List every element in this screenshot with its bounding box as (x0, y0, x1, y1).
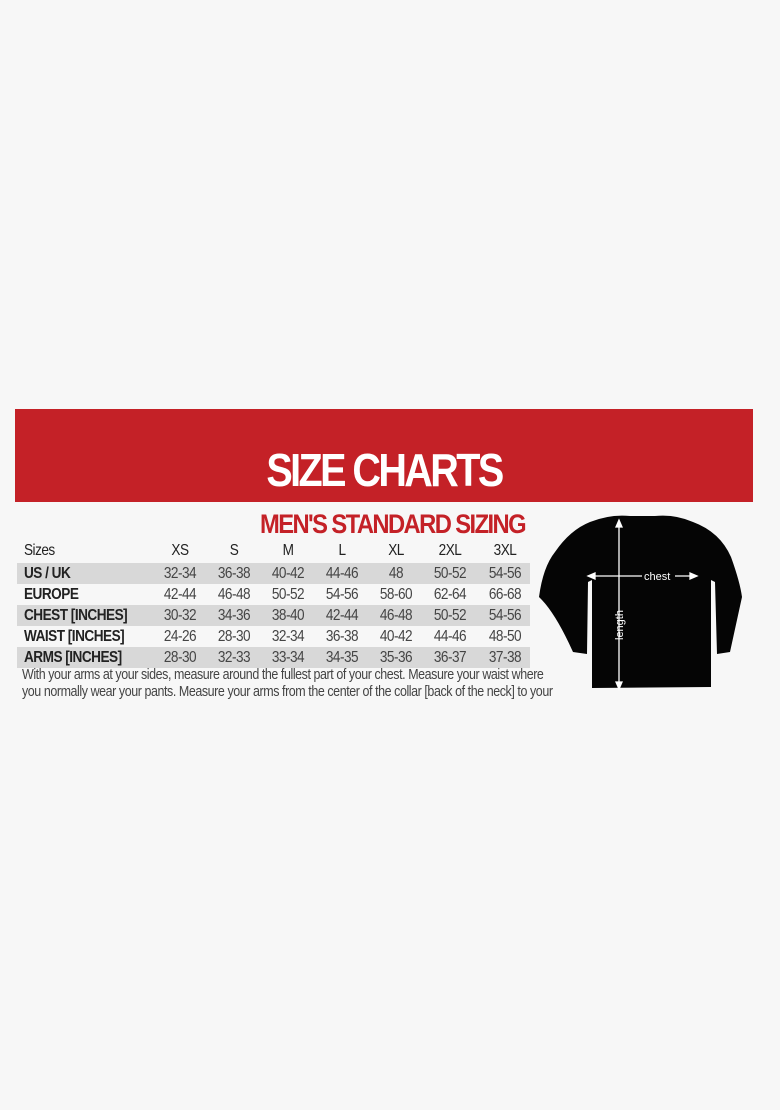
table-cell: 44-46 (433, 628, 467, 645)
table-row: US / UK 32-34 36-38 40-42 44-46 48 50-52 54-56 (17, 563, 530, 584)
table-row: ARMS [INCHES] 28-30 32-33 33-34 34-35 35-36 36… (17, 647, 530, 668)
table-row: CHEST [INCHES] 30-32 34-36 38-40 42-44 46-48 5… (17, 605, 530, 626)
table-cell: 32-34 (163, 565, 197, 582)
table-cell: 54-56 (325, 586, 359, 603)
size-table: Sizes XS S M L XL 2XL 3XL US / UK 32-34 36-38 40-42… (17, 540, 530, 668)
table-cell: 2XL (438, 542, 462, 559)
table-cell: 42-44 (163, 586, 197, 603)
table-cell: 62-64 (433, 586, 467, 603)
length-label: length (614, 610, 626, 640)
table-cell: 34-36 (217, 607, 251, 624)
table-cell: 35-36 (379, 649, 413, 666)
table-cell: 50-52 (433, 565, 467, 582)
table-cell: S (229, 542, 239, 559)
measurement-note: With your arms at your sides, measure ar… (22, 667, 553, 700)
table-cell: 32-34 (271, 628, 305, 645)
table-cell: 66-68 (488, 586, 522, 603)
table-cell: M (282, 542, 294, 559)
row-label: US / UK (24, 565, 71, 582)
table-cell: 33-34 (271, 649, 305, 666)
table-cell: 40-42 (271, 565, 305, 582)
table-cell: L (338, 542, 346, 559)
table-cell: 36-38 (325, 628, 359, 645)
row-label: WAIST [INCHES] (24, 628, 125, 645)
table-cell: 28-30 (217, 628, 251, 645)
table-cell: 32-33 (217, 649, 251, 666)
title-banner: SIZE CHARTS (15, 409, 753, 502)
subtitle: MEN'S STANDARD SIZING (260, 509, 527, 539)
table-row: WAIST [INCHES] 24-26 28-30 32-34 36-38 40-42 4… (17, 626, 530, 647)
table-cell: 40-42 (379, 628, 413, 645)
table-cell: XL (388, 542, 404, 559)
sweatshirt-silhouette (539, 515, 742, 688)
table-cell: 58-60 (379, 586, 413, 603)
table-cell: 36-37 (433, 649, 467, 666)
table-cell: 46-48 (379, 607, 413, 624)
table-cell: 50-52 (271, 586, 305, 603)
table-cell: 30-32 (163, 607, 197, 624)
row-label: ARMS [INCHES] (24, 649, 122, 666)
table-cell: 24-26 (163, 628, 197, 645)
sweatshirt-diagram: chest length (539, 515, 742, 691)
table-cell: 50-52 (433, 607, 467, 624)
page-title: SIZE CHARTS (266, 444, 504, 496)
table-cell: 37-38 (488, 649, 522, 666)
row-label: CHEST [INCHES] (24, 607, 128, 624)
row-label: EUROPE (24, 586, 79, 603)
row-label: Sizes (24, 542, 55, 559)
table-cell: 38-40 (271, 607, 305, 624)
table-cell: 48-50 (488, 628, 522, 645)
table-header-row: Sizes XS S M L XL 2XL 3XL (17, 540, 530, 561)
table-cell: 46-48 (217, 586, 251, 603)
table-cell: 44-46 (325, 565, 359, 582)
chest-label: chest (644, 571, 670, 583)
table-row: EUROPE 42-44 46-48 50-52 54-56 58-60 62-64 66-6… (17, 584, 530, 605)
table-cell: 48 (388, 565, 404, 582)
table-cell: 3XL (493, 542, 517, 559)
table-cell: 54-56 (488, 607, 522, 624)
table-cell: 54-56 (488, 565, 522, 582)
table-cell: 36-38 (217, 565, 251, 582)
table-cell: XS (171, 542, 189, 559)
table-cell: 28-30 (163, 649, 197, 666)
table-cell: 42-44 (325, 607, 359, 624)
table-cell: 34-35 (325, 649, 359, 666)
